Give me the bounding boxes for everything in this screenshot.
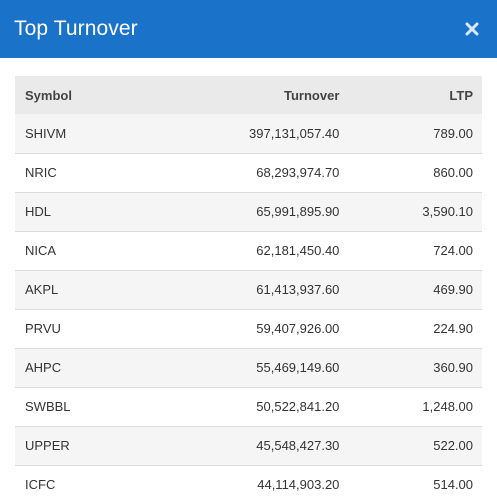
table-row: AKPL 61,413,937.60 469.90 <box>15 270 482 309</box>
cell-ltp: 360.90 <box>433 360 473 375</box>
table-row: AHPC 55,469,149.60 360.90 <box>15 348 482 387</box>
cell-symbol[interactable]: ICFC <box>25 477 56 492</box>
header-row: Symbol Turnover LTP <box>15 76 482 114</box>
close-icon <box>465 22 479 36</box>
cell-ltp: 724.00 <box>433 243 473 258</box>
cell-symbol[interactable]: HDL <box>25 204 52 219</box>
cell-symbol[interactable]: SWBBL <box>25 399 71 414</box>
table-row: PRVU 59,407,926.00 224.90 <box>15 309 482 348</box>
cell-turnover: 68,293,974.70 <box>256 165 340 180</box>
table-row: ICFC 44,114,903.20 514.00 <box>15 465 482 499</box>
cell-turnover: 61,413,937.60 <box>256 282 340 297</box>
cell-ltp: 1,248.00 <box>422 399 473 414</box>
turnover-table: Symbol Turnover LTP SHIVM 397,131,057.40… <box>15 76 482 499</box>
modal-title: Top Turnover <box>14 17 138 40</box>
column-header-ltp: LTP <box>449 87 473 103</box>
cell-turnover: 59,407,926.00 <box>256 321 340 336</box>
cell-turnover: 62,181,450.40 <box>256 243 340 258</box>
cell-symbol[interactable]: UPPER <box>25 438 70 453</box>
cell-ltp: 3,590.10 <box>422 204 473 219</box>
cell-turnover: 55,469,149.60 <box>256 360 340 375</box>
cell-symbol[interactable]: AKPL <box>25 282 59 297</box>
cell-symbol[interactable]: PRVU <box>25 321 61 336</box>
cell-ltp: 522.00 <box>433 438 473 453</box>
cell-turnover: 44,114,903.20 <box>257 477 340 492</box>
column-header-symbol: Symbol <box>25 87 72 103</box>
modal-header: Top Turnover <box>0 0 497 58</box>
cell-ltp: 514.00 <box>433 477 473 492</box>
table-row: SWBBL 50,522,841.20 1,248.00 <box>15 387 482 426</box>
cell-turnover: 45,548,427.30 <box>256 438 340 453</box>
modal-body: Symbol Turnover LTP SHIVM 397,131,057.40… <box>0 58 497 499</box>
cell-symbol[interactable]: NRIC <box>25 165 57 180</box>
cell-ltp: 860.00 <box>433 165 473 180</box>
table-row: UPPER 45,548,427.30 522.00 <box>15 426 482 465</box>
table-row: HDL 65,991,895.90 3,590.10 <box>15 192 482 231</box>
cell-ltp: 224.90 <box>433 321 473 336</box>
table-body: SHIVM 397,131,057.40 789.00 NRIC 68,293,… <box>15 114 482 499</box>
column-header-turnover: Turnover <box>284 87 340 103</box>
cell-ltp: 789.00 <box>433 125 473 141</box>
cell-turnover: 65,991,895.90 <box>256 204 340 219</box>
cell-symbol[interactable]: SHIVM <box>25 125 67 141</box>
cell-symbol[interactable]: NICA <box>25 243 57 258</box>
table-header: Symbol Turnover LTP <box>15 76 482 114</box>
table-row: NICA 62,181,450.40 724.00 <box>15 231 482 270</box>
table-row: SHIVM 397,131,057.40 789.00 <box>15 114 482 153</box>
table-row: NRIC 68,293,974.70 860.00 <box>15 153 482 192</box>
cell-turnover: 50,522,841.20 <box>256 399 340 414</box>
cell-symbol[interactable]: AHPC <box>25 360 62 375</box>
cell-ltp: 469.90 <box>433 282 473 297</box>
cell-turnover: 397,131,057.40 <box>249 125 340 141</box>
close-button[interactable] <box>462 19 482 39</box>
